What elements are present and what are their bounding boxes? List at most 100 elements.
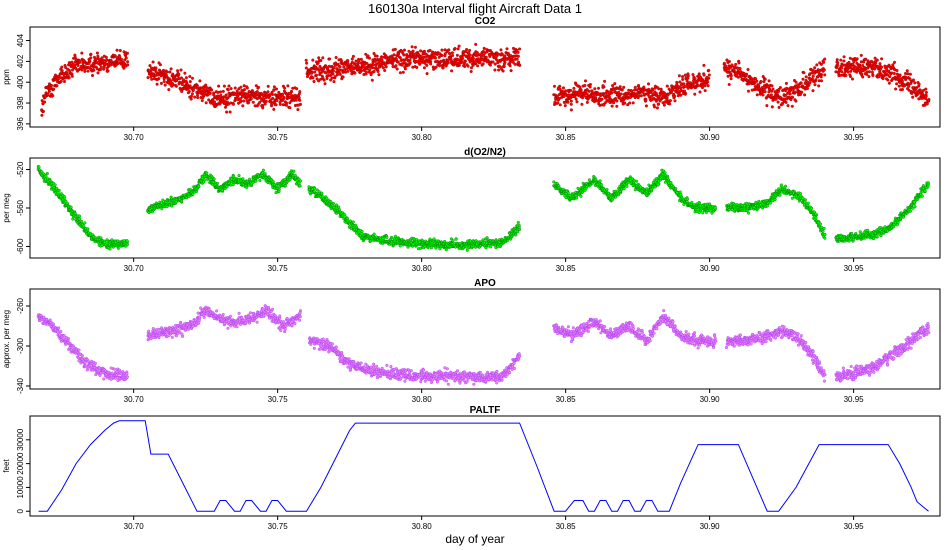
data-point (348, 219, 353, 223)
data-point (866, 59, 870, 63)
data-point (780, 102, 784, 106)
data-point (391, 62, 395, 66)
data-point (819, 62, 823, 66)
data-point (454, 237, 458, 241)
data-point (700, 86, 705, 90)
data-point (151, 60, 155, 64)
data-point (895, 82, 899, 86)
data-point (511, 60, 515, 64)
data-point (862, 60, 866, 64)
data-point (908, 72, 912, 76)
data-point (413, 45, 417, 49)
data-point (167, 88, 171, 92)
data-point (43, 95, 47, 99)
data-point (696, 208, 700, 212)
data-point (803, 93, 807, 97)
data-point (517, 225, 521, 229)
data-point (264, 99, 268, 103)
data-point (80, 51, 84, 55)
data-point (469, 69, 473, 74)
data-point (484, 55, 488, 59)
data-point (610, 104, 614, 108)
data-point (897, 84, 901, 88)
data-point (765, 104, 769, 108)
data-point (778, 193, 782, 197)
data-point (67, 76, 71, 80)
data-point (596, 91, 600, 95)
data-point (288, 101, 292, 105)
data-point (599, 183, 603, 187)
data-point (794, 99, 798, 103)
data-point (371, 63, 375, 67)
data-point (108, 247, 112, 251)
data-point (390, 235, 394, 240)
data-point (359, 57, 363, 61)
data-point (183, 71, 187, 75)
data-point (351, 54, 355, 58)
data-point (516, 54, 520, 58)
data-point (217, 84, 221, 88)
data-point (278, 96, 282, 100)
data-point (433, 56, 438, 60)
data-point (839, 58, 843, 62)
data-point (777, 105, 781, 109)
data-point (384, 65, 388, 69)
data-point (215, 181, 220, 185)
data-point (823, 232, 827, 237)
data-point (337, 205, 341, 209)
data-point (89, 52, 93, 56)
data-point (180, 89, 184, 94)
data-point (51, 94, 55, 98)
data-point (202, 178, 207, 182)
data-point (465, 248, 469, 252)
data-point (840, 70, 844, 74)
data-point (161, 198, 165, 202)
data-point (587, 89, 591, 93)
data-point (509, 69, 513, 73)
y-axis-label: per meg (2, 193, 11, 222)
data-point (784, 100, 788, 104)
data-point (175, 79, 179, 83)
x-tick-label: 30.75 (268, 264, 289, 273)
data-point (43, 100, 47, 104)
data-point (428, 48, 432, 52)
data-point (566, 100, 570, 104)
data-point (822, 60, 826, 64)
data-point (242, 84, 246, 88)
data-point (325, 196, 329, 200)
data-point (160, 207, 164, 211)
data-point (518, 63, 522, 67)
data-point (622, 85, 626, 89)
data-point (319, 58, 323, 63)
data-point (349, 69, 354, 73)
data-point (188, 74, 192, 79)
data-point (237, 87, 241, 91)
data-point (842, 55, 846, 59)
data-point (204, 101, 208, 105)
data-point (354, 59, 358, 63)
data-point (682, 82, 686, 86)
data-point (200, 99, 204, 103)
data-point (703, 89, 707, 93)
y-tick-label: 404 (16, 33, 25, 47)
data-point (707, 73, 711, 77)
data-point (239, 99, 243, 103)
y-tick-label: 400 (16, 75, 25, 89)
data-point (324, 71, 328, 75)
data-point (745, 201, 749, 205)
data-point (369, 73, 373, 77)
data-point (198, 79, 202, 83)
data-point (415, 65, 419, 70)
data-point (278, 102, 282, 106)
data-point (588, 82, 592, 87)
data-point (338, 72, 342, 76)
data-point (861, 75, 865, 79)
data-point (702, 73, 706, 77)
data-point (755, 93, 759, 97)
data-point (168, 70, 172, 74)
data-point (298, 90, 302, 94)
data-point (282, 96, 286, 100)
data-point (312, 79, 316, 84)
data-point (434, 246, 438, 250)
data-point (605, 188, 609, 192)
